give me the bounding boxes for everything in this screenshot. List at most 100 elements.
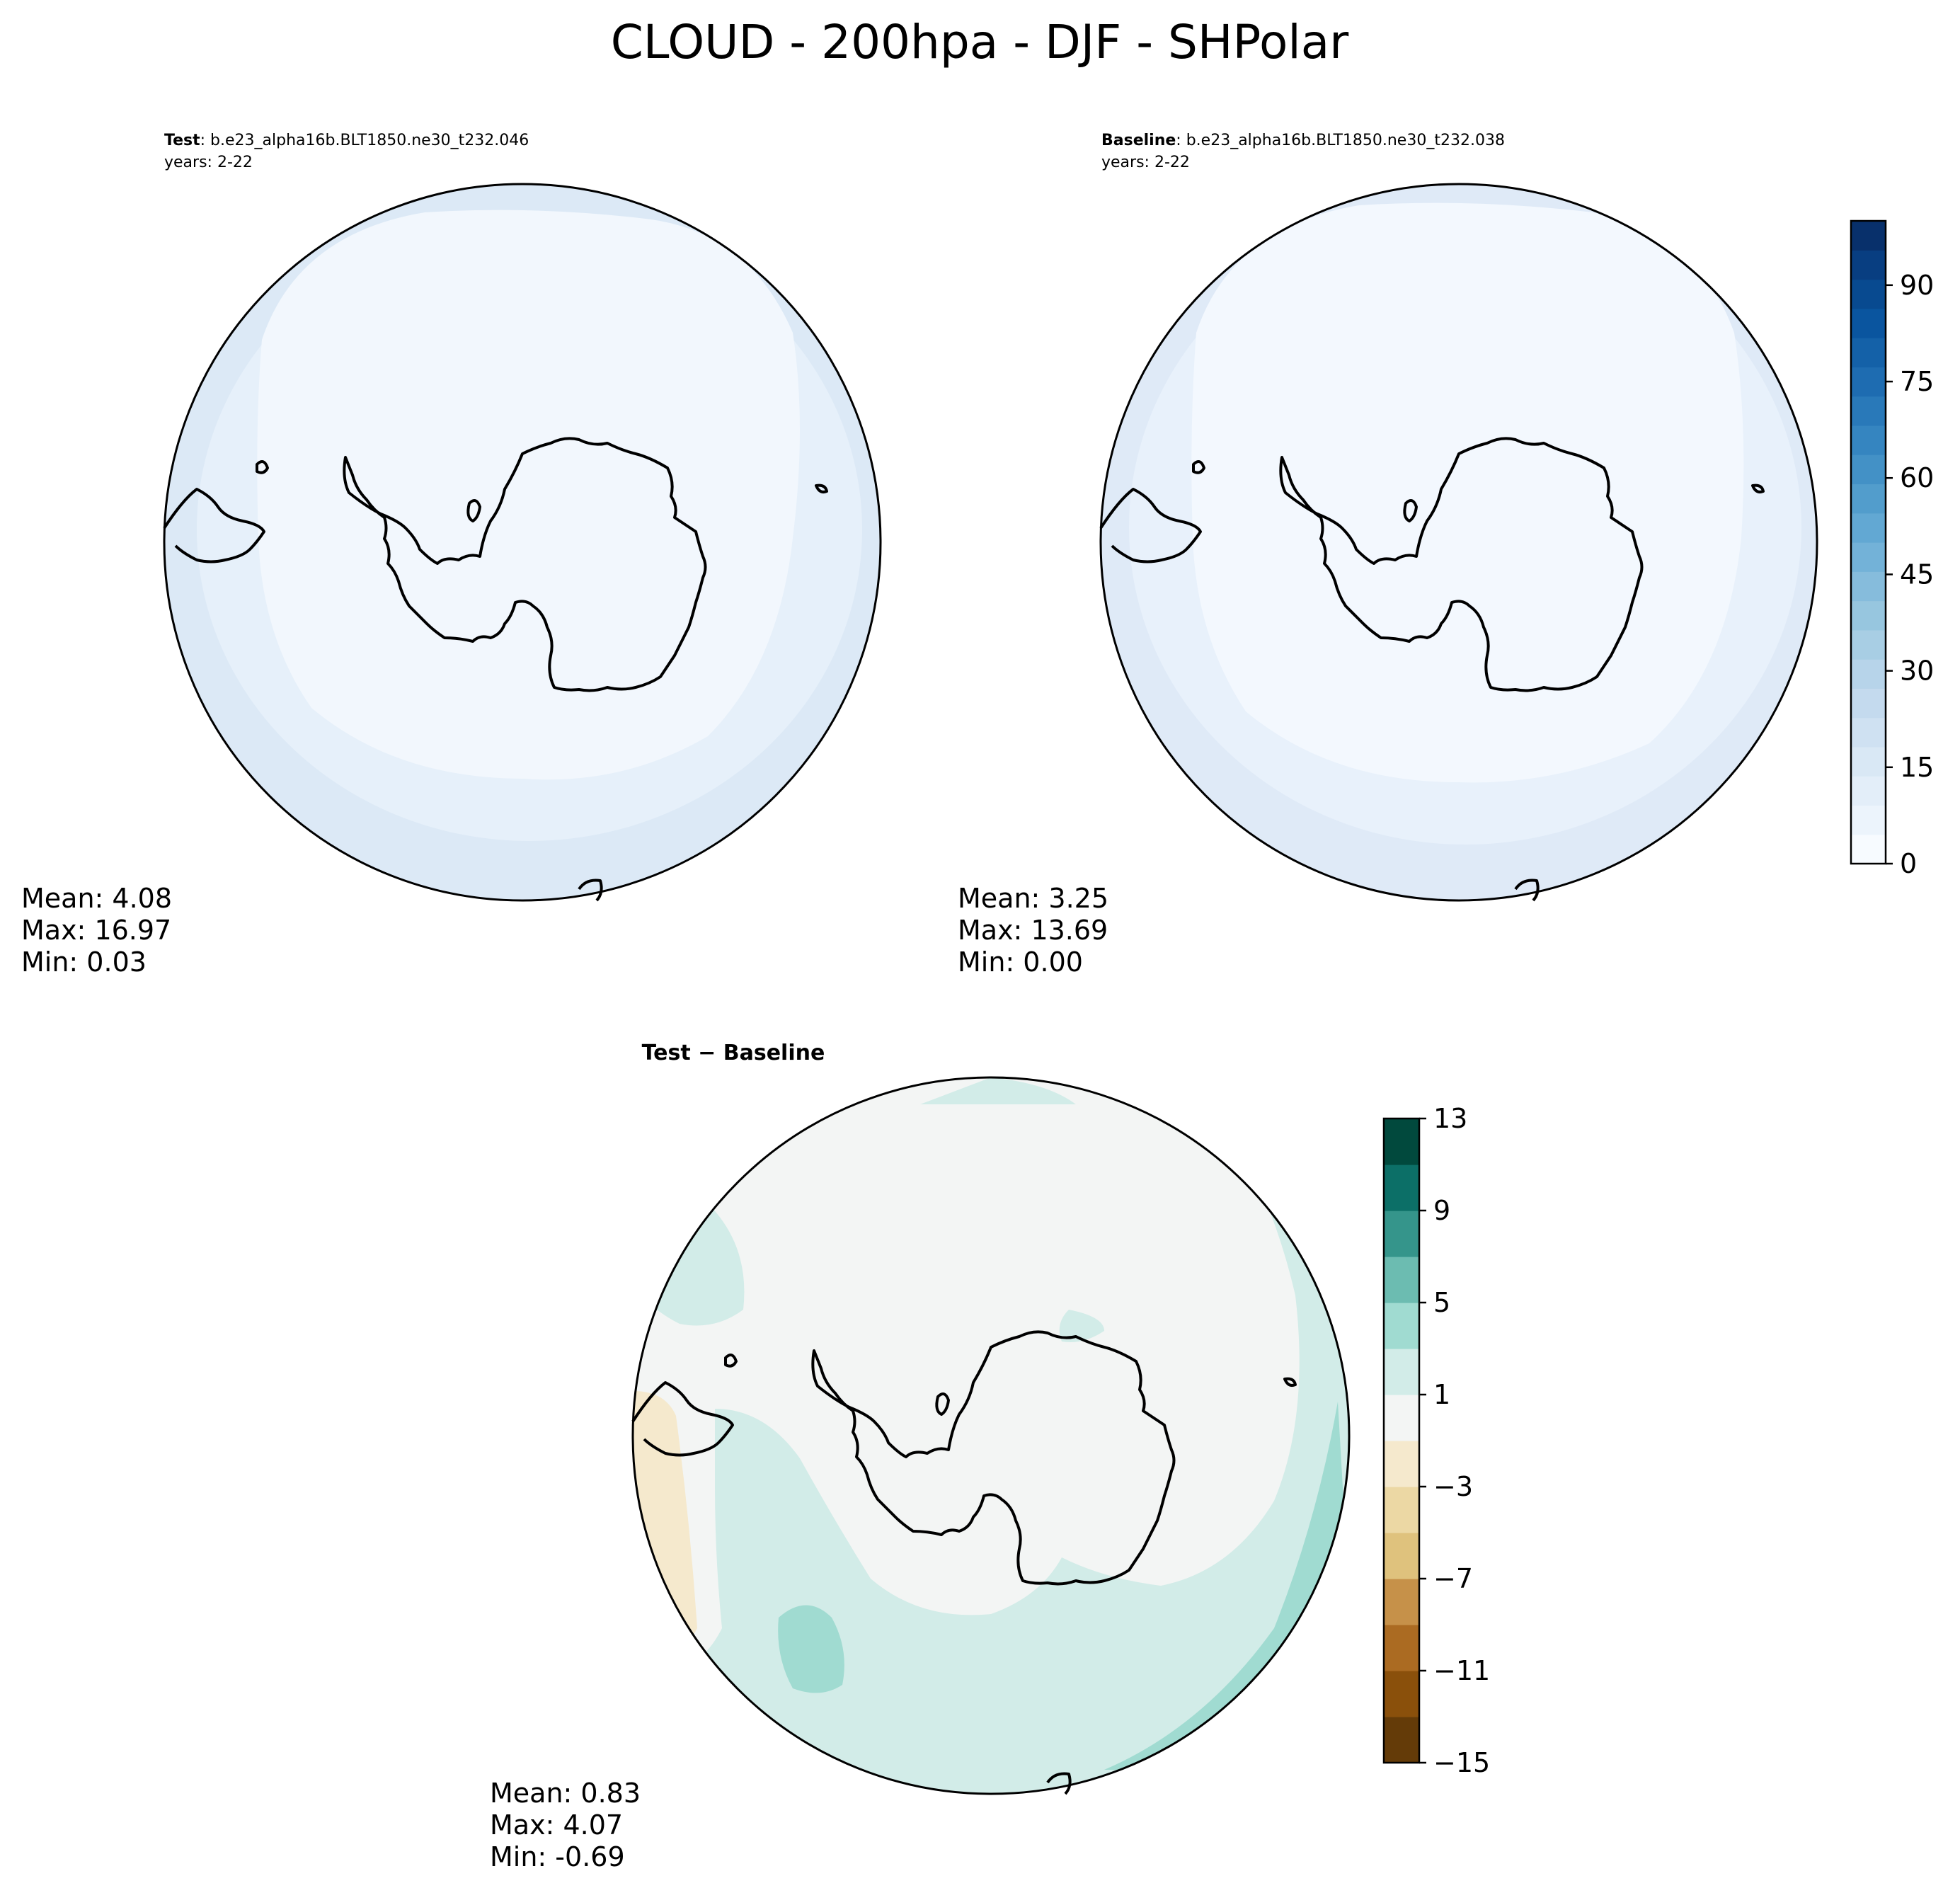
colorbar-tick-label: 45 xyxy=(1900,559,1934,590)
colorbar-tick-label: −15 xyxy=(1433,1747,1490,1778)
antarctica-coastline xyxy=(343,437,707,692)
peninsula-island xyxy=(935,1392,950,1416)
kerguelen-island xyxy=(1283,1377,1297,1387)
colorbar-tick-label: 30 xyxy=(1900,656,1934,687)
colorbar-abs: 0 15 30 45 60 75 90 xyxy=(1850,219,1934,879)
south-america-tip xyxy=(1099,488,1202,563)
colorbar-diff: −15 −11 −7 −3 1 5 9 13 xyxy=(1382,1103,1490,1778)
colorbar-swatch xyxy=(1384,1119,1419,1165)
antarctica-coastline xyxy=(811,1330,1176,1586)
colorbar-tick-label: 60 xyxy=(1900,462,1934,493)
colorbar-swatch xyxy=(1384,1257,1419,1303)
kerguelen-island xyxy=(1751,484,1765,493)
colorbar-swatch xyxy=(1851,776,1886,806)
panel-baseline-label: Baseline: b.e23_alpha16b.BLT1850.ne30_t2… xyxy=(1101,132,1505,149)
colorbar-swatch xyxy=(1384,1303,1419,1349)
colorbar-swatch xyxy=(1851,308,1886,338)
stats-diff-mean: Mean: 0.83 xyxy=(490,1778,641,1809)
peninsula-island xyxy=(1403,499,1418,522)
map-diff-boundary xyxy=(631,1076,1351,1795)
colorbar-swatch xyxy=(1384,1349,1419,1395)
colorbar-swatch xyxy=(1384,1211,1419,1257)
colorbar-swatch xyxy=(1384,1533,1419,1579)
falkland-island xyxy=(1192,460,1205,474)
colorbar-swatch xyxy=(1851,484,1886,514)
map-diff xyxy=(633,1077,1349,1794)
colorbar-tick-label: 1 xyxy=(1433,1379,1450,1410)
colorbar-swatch xyxy=(1851,659,1886,689)
colorbar-swatch xyxy=(1851,834,1886,864)
panel-test: Test: b.e23_alpha16b.BLT1850.ne30_t232.0… xyxy=(21,132,882,978)
stats-test-min: Min: 0.03 xyxy=(21,946,147,978)
stats-test: Mean: 4.08 Max: 16.97 Min: 0.03 xyxy=(21,883,172,978)
antarctica-coastline xyxy=(1279,437,1644,692)
colorbar-swatch xyxy=(1851,629,1886,660)
colorbar-swatch xyxy=(1851,279,1886,309)
colorbar-tick-label: 15 xyxy=(1900,752,1934,783)
new-zealand-tip xyxy=(1514,879,1540,902)
colorbar-diff-swatches xyxy=(1384,1119,1419,1763)
coastlines-diff xyxy=(631,1330,1297,1795)
colorbar-swatch xyxy=(1851,600,1886,631)
panel-baseline-label-bold: Baseline xyxy=(1101,132,1176,149)
colorbar-swatch xyxy=(1384,1487,1419,1533)
colorbar-tick-label: 5 xyxy=(1433,1287,1450,1318)
stats-diff: Mean: 0.83 Max: 4.07 Min: -0.69 xyxy=(490,1778,641,1872)
south-america-tip xyxy=(163,488,265,563)
map-baseline-boundary xyxy=(1099,183,1818,902)
panel-test-label-bold: Test xyxy=(164,132,200,149)
colorbar-swatch xyxy=(1384,1625,1419,1671)
map-test-boundary xyxy=(163,183,882,902)
colorbar-tick-label: 90 xyxy=(1900,270,1934,301)
panel-diff-label: Test − Baseline xyxy=(642,1041,825,1065)
colorbar-abs-ticks: 0 15 30 45 60 75 90 xyxy=(1886,270,1934,879)
stats-diff-min: Min: -0.69 xyxy=(490,1841,625,1872)
colorbar-tick-label: 9 xyxy=(1433,1195,1450,1226)
panel-test-label: Test: b.e23_alpha16b.BLT1850.ne30_t232.0… xyxy=(164,132,529,149)
colorbar-swatch xyxy=(1851,571,1886,602)
colorbar-swatch xyxy=(1851,338,1886,367)
panel-diff: Test − Baseline Mean: 0.83 Max: 4.07 Min… xyxy=(490,1041,1351,1872)
new-zealand-tip xyxy=(1046,1772,1072,1795)
colorbar-swatch xyxy=(1851,746,1886,777)
falkland-island xyxy=(724,1354,738,1368)
colorbar-diff-ticks: −15 −11 −7 −3 1 5 9 13 xyxy=(1419,1103,1490,1778)
falkland-island xyxy=(256,460,269,474)
colorbar-swatch xyxy=(1384,1579,1419,1625)
colorbar-tick-label: −7 xyxy=(1433,1563,1473,1594)
colorbar-swatch xyxy=(1384,1441,1419,1487)
stats-baseline-max: Max: 13.69 xyxy=(958,915,1108,946)
panel-test-label-rest: : b.e23_alpha16b.BLT1850.ne30_t232.046 xyxy=(200,132,529,149)
colorbar-tick-label: 0 xyxy=(1900,848,1917,879)
colorbar-swatch xyxy=(1851,717,1886,748)
stats-test-mean: Mean: 4.08 xyxy=(21,883,172,914)
colorbar-swatch xyxy=(1851,425,1886,455)
colorbar-swatch xyxy=(1851,250,1886,280)
colorbar-abs-frame xyxy=(1850,219,1887,865)
map-test xyxy=(164,184,881,900)
colorbar-swatch xyxy=(1851,688,1886,719)
stats-baseline-min: Min: 0.00 xyxy=(958,946,1083,978)
colorbar-swatch xyxy=(1851,454,1886,485)
colorbar-swatch xyxy=(1851,805,1886,835)
stats-baseline-mean: Mean: 3.25 xyxy=(958,883,1108,914)
colorbar-tick-label: −11 xyxy=(1433,1655,1490,1686)
colorbar-diff-frame xyxy=(1382,1117,1421,1764)
colorbar-abs-swatches xyxy=(1851,221,1886,864)
stats-diff-max: Max: 4.07 xyxy=(490,1809,623,1841)
stats-test-max: Max: 16.97 xyxy=(21,915,171,946)
panel-baseline-label-rest: : b.e23_alpha16b.BLT1850.ne30_t232.038 xyxy=(1176,132,1505,149)
panel-test-years: years: 2-22 xyxy=(164,154,253,171)
map-baseline xyxy=(1101,184,1817,900)
colorbar-swatch xyxy=(1384,1395,1419,1441)
colorbar-swatch xyxy=(1384,1165,1419,1211)
kerguelen-island xyxy=(815,484,828,493)
colorbar-swatch xyxy=(1851,513,1886,543)
colorbar-swatch xyxy=(1384,1717,1419,1763)
south-america-tip xyxy=(631,1381,734,1457)
colorbar-tick-label: 75 xyxy=(1900,366,1934,397)
new-zealand-tip xyxy=(578,879,603,902)
peninsula-island xyxy=(466,499,481,522)
colorbar-swatch xyxy=(1851,542,1886,572)
